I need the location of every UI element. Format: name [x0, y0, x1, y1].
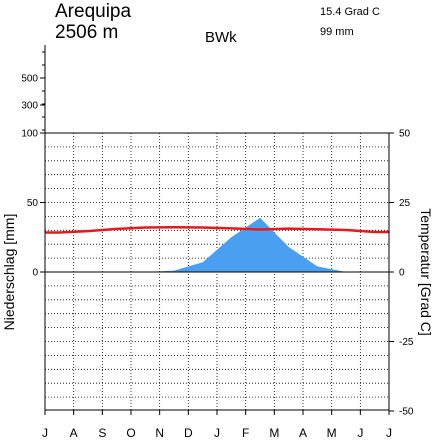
left-compressed-tick-label: 300 — [21, 101, 38, 112]
month-label: M — [269, 426, 279, 440]
month-label: M — [327, 426, 337, 440]
month-label: O — [126, 426, 135, 440]
month-label: N — [155, 426, 164, 440]
y-axis-title-right: Temperatur [Grad C] — [418, 208, 433, 336]
left-tick-label: 100 — [21, 129, 38, 140]
mean-temperature: 15.4 Grad C — [320, 6, 380, 18]
station-elevation: 2506 m — [55, 22, 118, 43]
month-label: J — [357, 426, 363, 440]
temperature-line-layer — [45, 225, 389, 234]
right-tick-label: 25 — [399, 198, 411, 209]
month-label: F — [242, 426, 249, 440]
climate-class: BWk — [205, 29, 237, 46]
tick-labels: 0 50 100 300 500 -50 -25 0 25 50 — [21, 51, 414, 418]
month-label: J — [386, 426, 392, 440]
left-tick-label: 50 — [27, 198, 39, 209]
right-tick-label: -25 — [399, 337, 414, 348]
month-label: S — [98, 426, 106, 440]
month-label: J — [42, 426, 48, 440]
left-tick-label: 0 — [32, 268, 38, 279]
month-label: J — [214, 426, 220, 440]
left-compressed-tick-label: 500 — [21, 74, 38, 85]
station-name: Arequipa — [55, 1, 131, 22]
right-tick-label: 50 — [399, 129, 411, 140]
temperature-line — [45, 225, 389, 234]
month-label: A — [299, 426, 307, 440]
annual-precipitation: 99 mm — [320, 26, 354, 38]
right-tick-label: 0 — [399, 268, 405, 279]
month-label: A — [70, 426, 78, 440]
month-label: D — [184, 426, 193, 440]
y-axis-title-left: Niederschlag [mm] — [1, 214, 17, 331]
precipitation-area — [45, 217, 389, 272]
right-tick-label: -50 — [399, 407, 414, 418]
